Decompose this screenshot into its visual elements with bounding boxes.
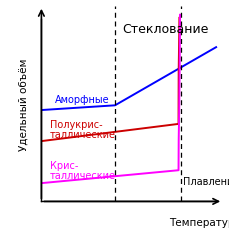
Text: Температура: Температура (168, 217, 229, 227)
Text: Аморфные: Аморфные (55, 94, 109, 104)
Text: Крис-
таллические: Крис- таллические (50, 160, 116, 181)
Text: Стеклование: Стеклование (122, 23, 208, 36)
Text: Плавление: Плавление (182, 176, 229, 186)
Text: Полукрис-
таллические: Полукрис- таллические (50, 119, 116, 140)
Text: Удельный объём: Удельный объём (18, 58, 28, 150)
